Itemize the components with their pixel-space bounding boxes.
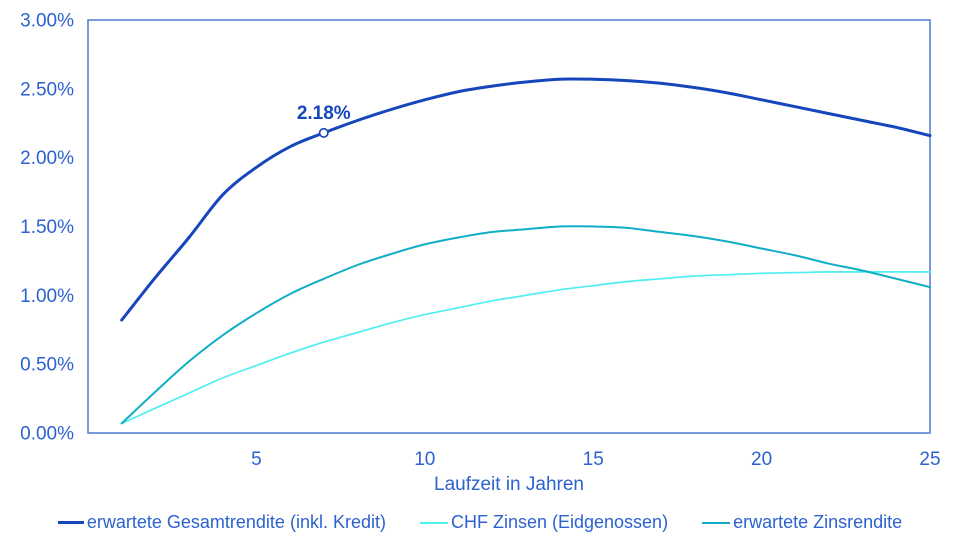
y-tick-label: 1.50% [20,217,74,238]
legend-label: erwartete Gesamtrendite (inkl. Kredit) [86,512,386,532]
legend-line-swatch [419,521,448,524]
plot-border [87,19,931,434]
x-tick-label: 10 [414,449,435,470]
legend-label: erwartete Zinsrendite [733,512,903,532]
y-tick-label: 1.00% [20,286,74,307]
y-tick-label: 3.00% [20,11,74,32]
legend-item-zinsrendite: erwartete Zinsrendite [702,512,902,533]
y-tick-label: 2.00% [20,148,74,169]
line-chart: 0.00% 0.50% 1.00% 1.50% 2.00% 2.50% 3.00% 5 10 15… [20,11,940,471]
annotation-label: 2.18% [297,103,351,124]
legend-item-gesamtrendite: erwartete Gesamtrendite (inkl. Kredit) [57,512,386,533]
y-tick-label: 0.00% [20,424,74,445]
series-line-2 [120,225,931,425]
x-axis-title: Laufzeit in Jahren [434,474,584,495]
annotation-marker [318,127,329,138]
series-line-1 [120,271,931,425]
legend-line-swatch [57,521,84,524]
y-tick-label: 0.50% [20,355,74,376]
x-tick-label: 25 [919,449,940,470]
legend: erwartete Gesamtrendite (inkl. Kredit) C… [0,512,960,533]
legend-line-swatch [702,521,731,524]
x-tick-label: 20 [751,449,772,470]
x-tick-label: 15 [583,449,604,470]
legend-item-chf-zinsen: CHF Zinsen (Eidgenossen) [419,512,669,533]
legend-label: CHF Zinsen (Eidgenossen) [450,512,669,532]
y-tick-label: 2.50% [20,79,74,100]
series-line-0 [120,77,932,322]
x-tick-label: 5 [251,449,262,470]
